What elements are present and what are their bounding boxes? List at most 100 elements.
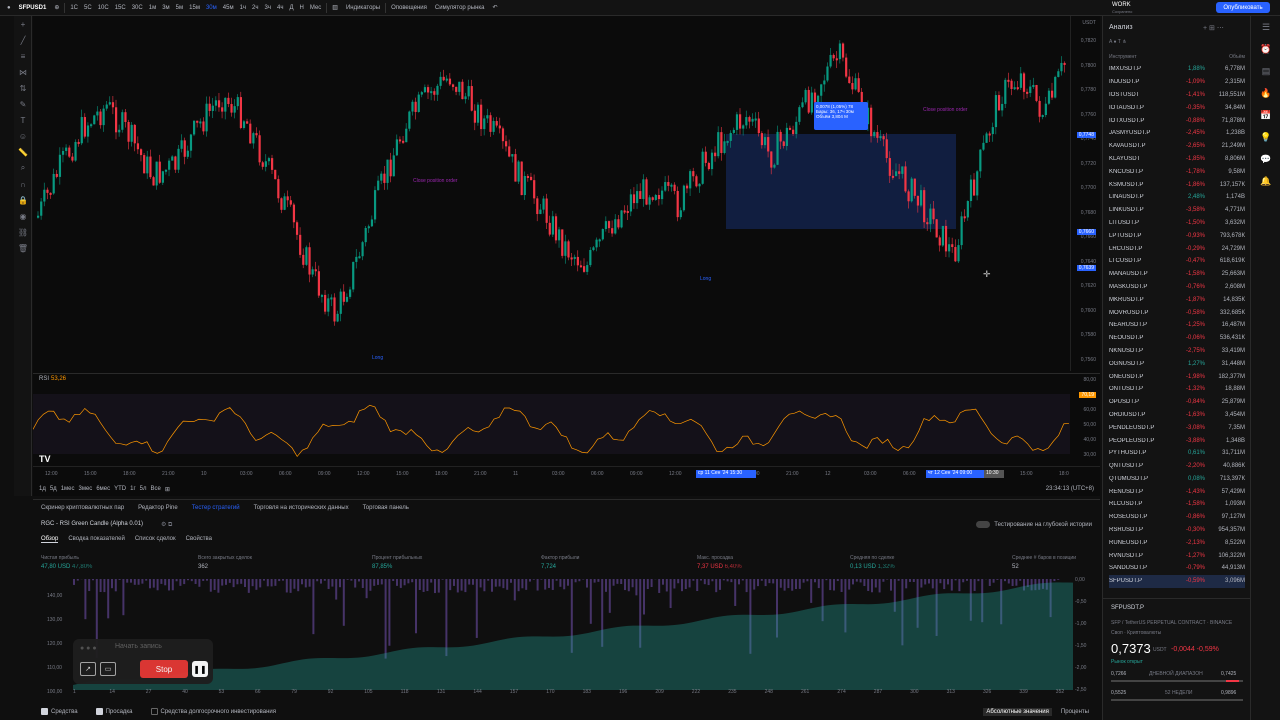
timeframe-1ч[interactable]: 1ч [239,4,247,11]
menu-logo-icon[interactable]: ● [7,4,11,11]
list-item[interactable]: IOTXUSDT.P -0,88% 71,878М [1109,114,1245,127]
panel-tab[interactable]: Торговая панель [362,504,409,511]
timeframe-1С[interactable]: 1С [70,4,79,11]
pause-icon[interactable]: ❚❚ [192,661,208,677]
list-item[interactable]: INJUSDT.P -1,09% 2,315М [1109,76,1245,89]
timeframe-Д[interactable]: Д [289,4,294,11]
legend-buyhold[interactable]: Средства долгосрочного инвестирования [150,708,276,715]
crosshair-icon[interactable]: + [20,19,26,29]
ruler-icon[interactable]: 📏 [18,147,28,157]
list-item[interactable]: MASKUSDT.P -0,76% 2,608М [1109,281,1245,294]
legend-drawdown[interactable]: Просадка [95,708,133,715]
list-item[interactable]: ONTUSDT.P -1,32% 18,88М [1109,383,1245,396]
absolute-mode-button[interactable]: Абсолютные значения [983,708,1052,716]
undo-icon[interactable]: ↶ [492,5,498,11]
range-5л[interactable]: 5л [139,486,147,492]
deep-backtest-toggle[interactable]: Тестирование на глубокой истории [976,521,1092,528]
range-1д[interactable]: 1д [39,486,46,492]
timeframe-3м[interactable]: 3м [162,4,170,11]
list-item[interactable]: LINKUSDT.P -3,58% 4,771М [1109,204,1245,217]
list-item[interactable]: ORDIUSDT.P -1,63% 3,454М [1109,409,1245,422]
list-item[interactable]: OPUSDT.P -0,84% 25,879М [1109,396,1245,409]
price-chart[interactable]: 0,0078 (1,05%) 78 Бары: 36, 17ч 30м Объё… [33,16,1100,496]
timeframe-15м[interactable]: 15м [189,4,200,11]
list-item[interactable]: RLCUSDT.P -1,58% 1,093М [1109,498,1245,511]
strategy-subtab[interactable]: Свойства [185,536,213,542]
panel-tab[interactable]: Торговля на исторических данных [253,504,349,511]
list-item[interactable]: NKNUSDT.P -2,75% 33,419М [1109,345,1245,358]
chat-icon[interactable]: 💬 [1260,153,1272,164]
list-item[interactable]: KAVAUSDT.P -2,65% 21,249М [1109,140,1245,153]
list-item[interactable]: QNTUSDT.P -2,20% 40,886К [1109,460,1245,473]
timeframe-30С[interactable]: 30С [131,4,143,11]
timeframe-4ч[interactable]: 4ч [276,4,284,11]
list-item[interactable]: PENDLEUSDT.P -3,08% 7,35М [1109,421,1245,434]
list-item[interactable]: MKRUSDT.P -1,87% 14,835К [1109,293,1245,306]
calendar-icon[interactable]: 📅 [1260,109,1272,120]
col-instrument[interactable]: Инструмент [1109,54,1137,60]
timeframe-45м[interactable]: 45м [222,4,234,11]
list-item[interactable]: SFPUSDT.P -0,59% 3,096М [1109,574,1245,588]
goto-date-icon[interactable]: ⊞ [164,486,170,493]
list-item[interactable]: PYTHUSDT.P 0,61% 31,711М [1109,447,1245,460]
workspace-name[interactable]: WORK [1112,2,1131,8]
strategy-subtab[interactable]: Обзор [41,536,59,543]
list-item[interactable]: LINAUSDT.P 2,48% 1,174В [1109,191,1245,204]
list-item[interactable]: KSMUSDT.P -1,86% 137,157К [1109,178,1245,191]
legend-equity[interactable]: Средства [41,708,78,715]
list-item[interactable]: LPTUSDT.P -0,93% 793,678К [1109,229,1245,242]
notifications-icon[interactable]: 🔔 [1260,175,1272,186]
indicators-button[interactable]: Индикаторы [345,4,381,11]
symbol-search-button[interactable]: SFPUSD1 [18,4,47,11]
watchlist-filter-icons[interactable]: A ● T ⋔ [1109,39,1127,45]
timeframe-1м[interactable]: 1м [148,4,157,11]
col-volume[interactable]: Объём [1229,54,1245,60]
list-item[interactable]: PEOPLEUSDT.P -3,88% 1,348В [1109,434,1245,447]
list-item[interactable]: OGNUSDT.P 1,27% 31,448М [1109,357,1245,370]
timeframe-30м[interactable]: 30м [205,4,217,11]
timeframe-5м[interactable]: 5м [175,4,184,11]
list-item[interactable]: KLAYUSDT -1,85% 8,806М [1109,153,1245,166]
price-axis[interactable]: 0,7820 0,7800 0,7780 0,7760 0,7740 0,7720 0,77… [1070,16,1100,371]
pattern-icon[interactable]: ⋈ [19,67,27,77]
list-item[interactable]: NEARUSDT.P -1,25% 16,487М [1109,319,1245,332]
replay-button[interactable]: Симулятор рынка [434,4,485,11]
list-item[interactable]: IOSTUSDT -1,41% 118,551М [1109,89,1245,102]
list-item[interactable]: KNCUSDT.P -1,78% 9,58М [1109,165,1245,178]
list-item[interactable]: JASMYUSDT.P -2,45% 1,238В [1109,127,1245,140]
timeframe-3ч[interactable]: 3ч [264,4,271,11]
text-icon[interactable]: T [20,115,26,125]
window-capture-icon[interactable]: ▭ [100,662,116,676]
panel-tab[interactable]: Редактор Pine [138,504,178,511]
watchlist-title[interactable]: Анализ [1109,24,1133,31]
timeframe-10С[interactable]: 10С [97,4,109,11]
trash-icon[interactable]: 🗑 [17,243,29,253]
list-item[interactable]: NEOUSDT.P -0,06% 536,431К [1109,332,1245,345]
alerts-icon[interactable]: ⏰ [1260,43,1272,54]
strategy-settings-icon[interactable]: ⚙ ⧉ [161,522,173,528]
range-Все[interactable]: Все [150,486,161,492]
link-icon[interactable]: ⛓ [17,227,29,237]
ideas-icon[interactable]: 💡 [1260,131,1272,142]
panel-tab[interactable]: Скринер криптовалютных пар [41,504,125,511]
timeframe-5С[interactable]: 5С [84,4,92,11]
fib-icon[interactable]: ≡ [20,51,26,61]
publish-button[interactable]: Опубликовать [1216,2,1270,13]
range-6мес[interactable]: 6мес [96,486,111,492]
details-symbol[interactable]: SFPUSDT.P [1111,605,1145,611]
strategy-title[interactable]: RGC - RSI Green Candle (Alpha 0.01) [41,521,144,527]
list-item[interactable]: ONEUSDT.P -1,98% 182,377М [1109,370,1245,383]
list-item[interactable]: LTCUSDT.P -0,47% 618,619К [1109,255,1245,268]
rsi-pane[interactable]: RSI 53,26 80,0070,0060,0050,0040,0030,00… [33,373,1100,465]
timeframe-2ч[interactable]: 2ч [252,4,259,11]
list-item[interactable]: MANAUSDT.P -1,58% 25,663М [1109,268,1245,281]
lock-icon[interactable]: 🔒 [18,195,28,205]
alerts-button[interactable]: Оповещения [391,4,427,11]
list-item[interactable]: LITUSDT.P -1,50% 3,632М [1109,217,1245,230]
strategy-subtab[interactable]: Список сделок [134,536,176,542]
timeframe-Н[interactable]: Н [299,4,304,11]
add-symbol-icon[interactable]: ⊕ [54,5,60,11]
emoji-icon[interactable]: ☺ [18,131,28,141]
magnet-icon[interactable]: ∩ [20,179,26,189]
list-item[interactable]: RUNEUSDT.P -2,13% 8,522М [1109,536,1245,549]
